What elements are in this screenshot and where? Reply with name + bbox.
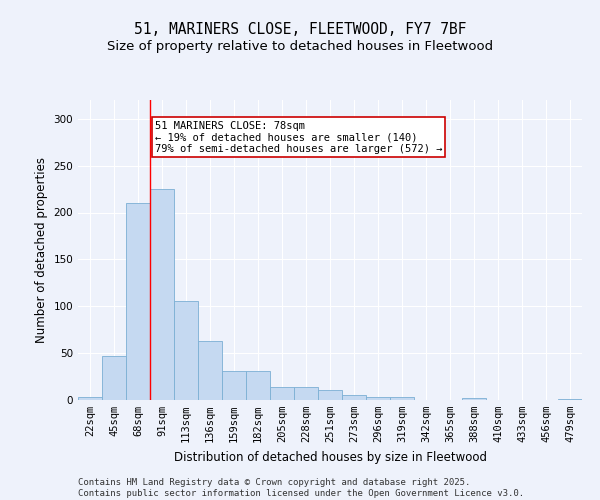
Bar	[150, 189, 174, 400]
Bar	[198, 341, 222, 400]
Y-axis label: Number of detached properties: Number of detached properties	[35, 157, 48, 343]
Bar	[366, 397, 390, 400]
Bar	[318, 390, 342, 400]
Text: Contains HM Land Registry data © Crown copyright and database right 2025.
Contai: Contains HM Land Registry data © Crown c…	[78, 478, 524, 498]
Bar	[558, 399, 582, 400]
Bar	[390, 397, 414, 400]
Bar	[270, 387, 294, 400]
Bar	[222, 371, 246, 400]
Bar	[78, 397, 102, 400]
Bar	[294, 387, 318, 400]
Bar	[102, 356, 126, 400]
Bar	[342, 396, 366, 400]
Bar	[462, 398, 486, 400]
Text: 51 MARINERS CLOSE: 78sqm
← 19% of detached houses are smaller (140)
79% of semi-: 51 MARINERS CLOSE: 78sqm ← 19% of detach…	[155, 120, 442, 154]
Bar	[174, 300, 198, 400]
Text: 51, MARINERS CLOSE, FLEETWOOD, FY7 7BF: 51, MARINERS CLOSE, FLEETWOOD, FY7 7BF	[134, 22, 466, 38]
Bar	[246, 371, 270, 400]
Bar	[126, 203, 150, 400]
Text: Size of property relative to detached houses in Fleetwood: Size of property relative to detached ho…	[107, 40, 493, 53]
X-axis label: Distribution of detached houses by size in Fleetwood: Distribution of detached houses by size …	[173, 450, 487, 464]
